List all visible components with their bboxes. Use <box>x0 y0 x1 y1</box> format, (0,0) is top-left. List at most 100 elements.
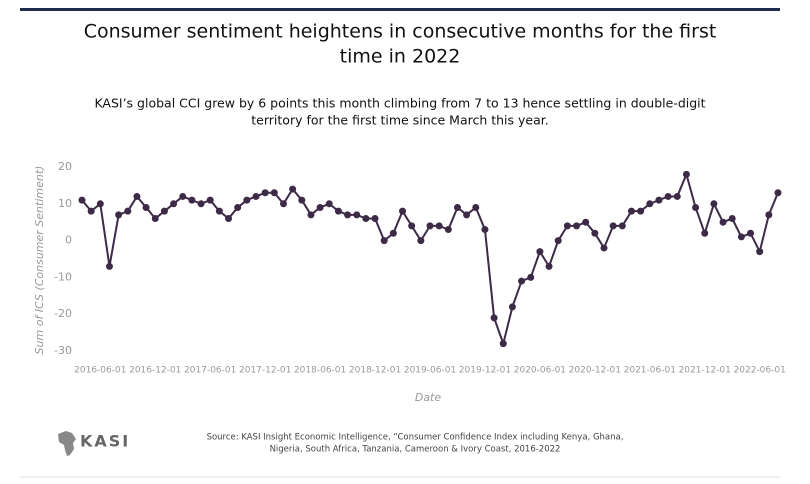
data-point <box>756 248 764 256</box>
data-point <box>554 237 562 245</box>
data-point <box>380 237 388 245</box>
data-point <box>710 200 718 208</box>
data-point <box>170 200 178 208</box>
data-point <box>426 222 434 230</box>
x-tick-label: 2020-06-01 <box>514 366 566 376</box>
data-point <box>747 229 755 237</box>
data-point <box>188 196 196 204</box>
y-tick-label: -20 <box>54 307 72 320</box>
data-point <box>563 222 571 230</box>
data-point <box>252 192 260 200</box>
data-point <box>490 314 498 322</box>
chart-title: time in 2022 <box>340 46 461 68</box>
y-tick-label: 0 <box>65 234 72 247</box>
data-point <box>518 277 526 285</box>
data-point <box>334 207 342 215</box>
top-rule <box>20 8 780 11</box>
data-point <box>261 189 269 197</box>
data-point <box>307 211 315 219</box>
data-point <box>151 215 159 223</box>
x-tick-label: 2020-12-01 <box>569 366 621 376</box>
x-tick-label: 2017-12-01 <box>239 366 291 376</box>
data-point <box>637 207 645 215</box>
x-tick-label: 2021-12-01 <box>679 366 731 376</box>
data-point <box>765 211 773 219</box>
data-point <box>453 203 461 211</box>
data-point <box>673 192 681 200</box>
subtitle: territory for the first time since March… <box>251 113 548 128</box>
x-tick-label: 2017-06-01 <box>184 366 236 376</box>
data-point <box>87 207 95 215</box>
data-point <box>105 262 113 270</box>
logo: KASI <box>58 431 130 456</box>
y-axis-label: Sum of ICS (Consumer Sentiment) <box>33 166 46 355</box>
data-point <box>344 211 352 219</box>
data-line <box>81 171 779 348</box>
data-point <box>316 203 324 211</box>
data-point <box>225 215 233 223</box>
data-point <box>527 273 535 281</box>
data-point <box>389 229 397 237</box>
data-point <box>179 192 187 200</box>
y-tick-label: 10 <box>58 197 72 210</box>
data-point <box>206 196 214 204</box>
data-point <box>444 226 452 234</box>
data-point <box>133 192 141 200</box>
x-tick-label: 2019-12-01 <box>459 366 511 376</box>
data-point <box>371 215 379 223</box>
x-tick-label: 2018-12-01 <box>349 366 401 376</box>
data-point <box>243 196 251 204</box>
y-tick-label: 20 <box>58 160 72 173</box>
x-axis-label: Date <box>415 391 442 404</box>
data-point <box>582 218 590 226</box>
data-point <box>508 303 516 311</box>
data-point <box>197 200 205 208</box>
data-point <box>78 196 86 204</box>
data-point <box>573 222 581 230</box>
data-point <box>600 244 608 252</box>
data-point <box>737 233 745 241</box>
y-tick-label: -10 <box>54 270 72 283</box>
x-tick-label: 2019-06-01 <box>404 366 456 376</box>
data-point <box>234 203 242 211</box>
data-point <box>115 211 123 219</box>
logo-icon <box>58 431 76 456</box>
data-point <box>298 196 306 204</box>
data-point <box>408 222 416 230</box>
data-point <box>536 248 544 256</box>
data-point <box>481 226 489 234</box>
logo-text: KASI <box>80 432 130 451</box>
data-point <box>627 207 635 215</box>
source-note: Source: KASI Insight Economic Intelligen… <box>207 433 624 443</box>
data-point <box>591 229 599 237</box>
data-point <box>142 203 150 211</box>
data-point <box>545 262 553 270</box>
x-tick-label: 2022-06-01 <box>734 366 786 376</box>
source-note: Nigeria, South Africa, Tanzania, Cameroo… <box>270 445 561 455</box>
x-tick-label: 2016-12-01 <box>129 366 181 376</box>
data-point <box>215 207 223 215</box>
x-tick-label: 2016-06-01 <box>74 366 126 376</box>
data-point <box>417 237 425 245</box>
x-tick-label: 2021-06-01 <box>624 366 676 376</box>
data-point <box>499 340 507 348</box>
data-point <box>435 222 443 230</box>
y-tick-label: -30 <box>54 344 72 357</box>
data-point <box>124 207 132 215</box>
data-point <box>279 200 287 208</box>
data-point <box>325 200 333 208</box>
data-point <box>618 222 626 230</box>
data-point <box>362 215 370 223</box>
data-point <box>655 196 663 204</box>
data-point <box>664 192 672 200</box>
data-point <box>472 203 480 211</box>
data-point <box>701 229 709 237</box>
data-point <box>692 203 700 211</box>
data-point <box>160 207 168 215</box>
data-point <box>728 215 736 223</box>
data-point <box>646 200 654 208</box>
subtitle: KASI’s global CCI grew by 6 points this … <box>94 96 705 111</box>
x-tick-label: 2018-06-01 <box>294 366 346 376</box>
data-point <box>682 170 690 178</box>
